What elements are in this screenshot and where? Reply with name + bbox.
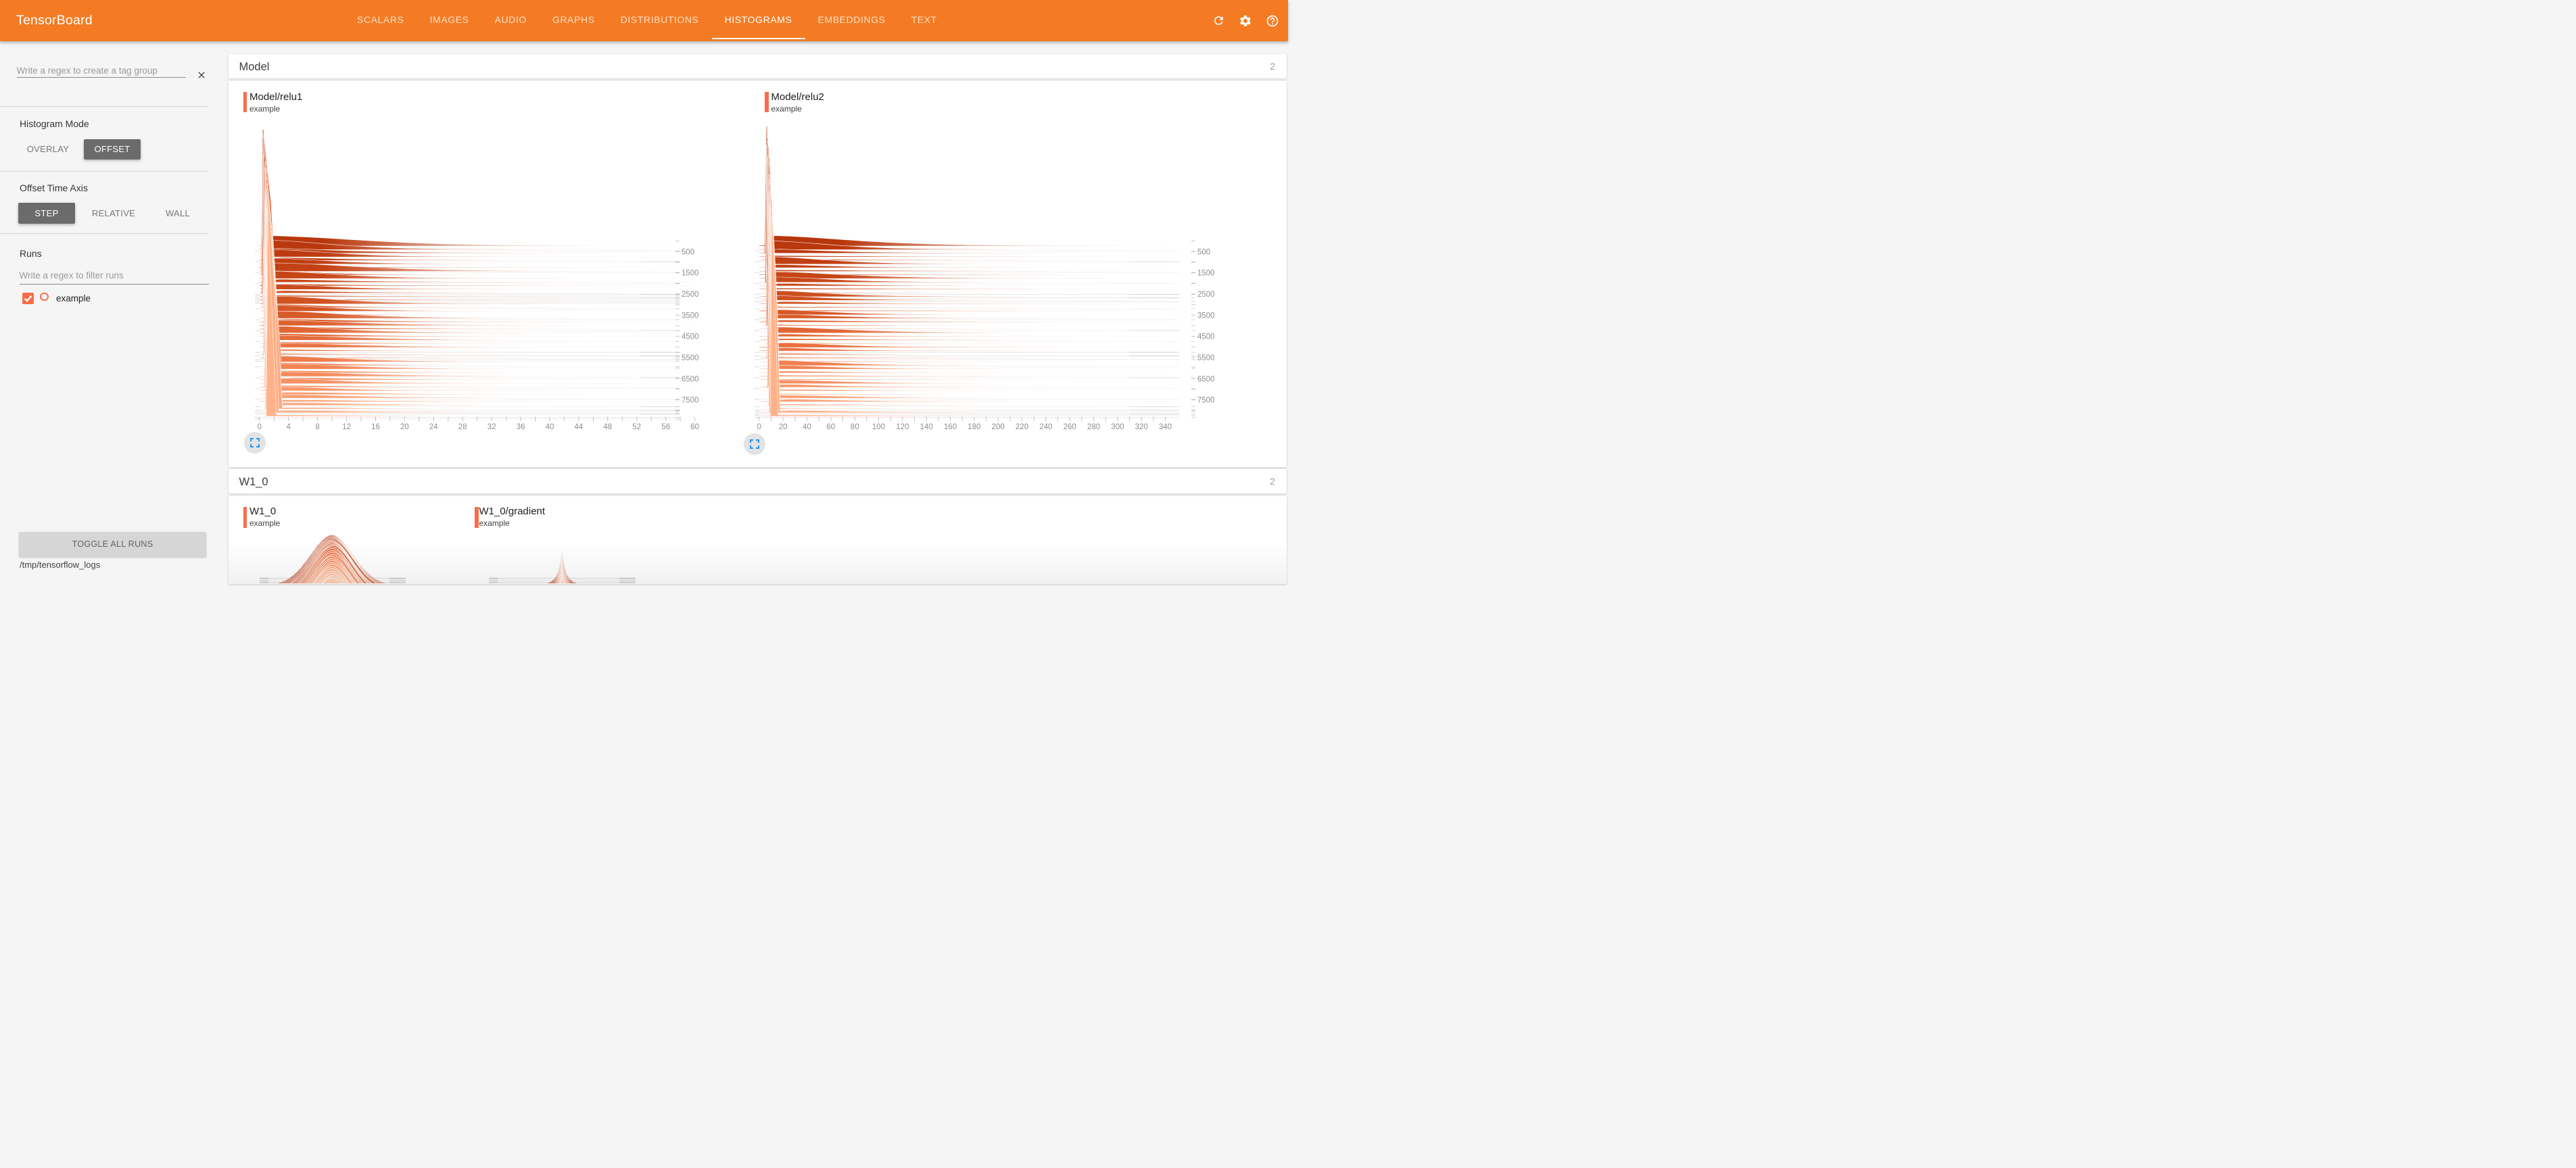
- svg-text:36: 36: [517, 423, 525, 431]
- svg-text:40: 40: [803, 423, 811, 431]
- svg-text:6500: 6500: [1197, 375, 1215, 383]
- svg-text:3500: 3500: [1197, 312, 1215, 320]
- svg-text:12: 12: [342, 423, 351, 431]
- svg-text:180: 180: [968, 423, 980, 431]
- svg-text:8: 8: [315, 423, 319, 431]
- svg-text:5500: 5500: [1197, 354, 1215, 362]
- svg-text:320: 320: [1135, 423, 1148, 431]
- svg-text:240: 240: [1039, 423, 1052, 431]
- svg-text:0: 0: [258, 423, 262, 431]
- svg-text:140: 140: [920, 423, 933, 431]
- svg-text:6500: 6500: [682, 375, 699, 383]
- svg-text:56: 56: [661, 423, 670, 431]
- svg-text:20: 20: [400, 423, 409, 431]
- svg-text:48: 48: [603, 423, 612, 431]
- svg-text:200: 200: [992, 423, 1005, 431]
- svg-text:52: 52: [632, 423, 641, 431]
- svg-text:0: 0: [757, 423, 761, 431]
- svg-text:32: 32: [487, 423, 496, 431]
- svg-text:280: 280: [1087, 423, 1100, 431]
- svg-text:100: 100: [872, 423, 885, 431]
- svg-text:4: 4: [286, 423, 291, 431]
- svg-text:5500: 5500: [682, 354, 699, 362]
- svg-text:500: 500: [1197, 248, 1210, 256]
- svg-text:20: 20: [779, 423, 788, 431]
- svg-text:120: 120: [896, 423, 909, 431]
- svg-text:1500: 1500: [682, 270, 699, 278]
- svg-text:260: 260: [1064, 423, 1076, 431]
- svg-text:160: 160: [944, 423, 957, 431]
- svg-text:24: 24: [429, 423, 438, 431]
- svg-text:4500: 4500: [1197, 333, 1215, 341]
- svg-text:300: 300: [1111, 423, 1124, 431]
- svg-text:60: 60: [690, 423, 699, 431]
- svg-text:40: 40: [546, 423, 554, 431]
- svg-text:340: 340: [1159, 423, 1172, 431]
- svg-text:2500: 2500: [1197, 291, 1215, 299]
- svg-text:28: 28: [458, 423, 467, 431]
- svg-text:1500: 1500: [1197, 270, 1215, 278]
- svg-text:3500: 3500: [682, 312, 699, 320]
- svg-text:16: 16: [371, 423, 380, 431]
- svg-text:60: 60: [826, 423, 835, 431]
- svg-text:44: 44: [575, 423, 583, 431]
- svg-text:7500: 7500: [682, 397, 699, 405]
- svg-text:80: 80: [851, 423, 859, 431]
- svg-text:2500: 2500: [682, 291, 699, 299]
- svg-text:500: 500: [682, 248, 694, 256]
- svg-text:220: 220: [1016, 423, 1028, 431]
- svg-text:7500: 7500: [1197, 397, 1215, 405]
- svg-text:4500: 4500: [682, 333, 699, 341]
